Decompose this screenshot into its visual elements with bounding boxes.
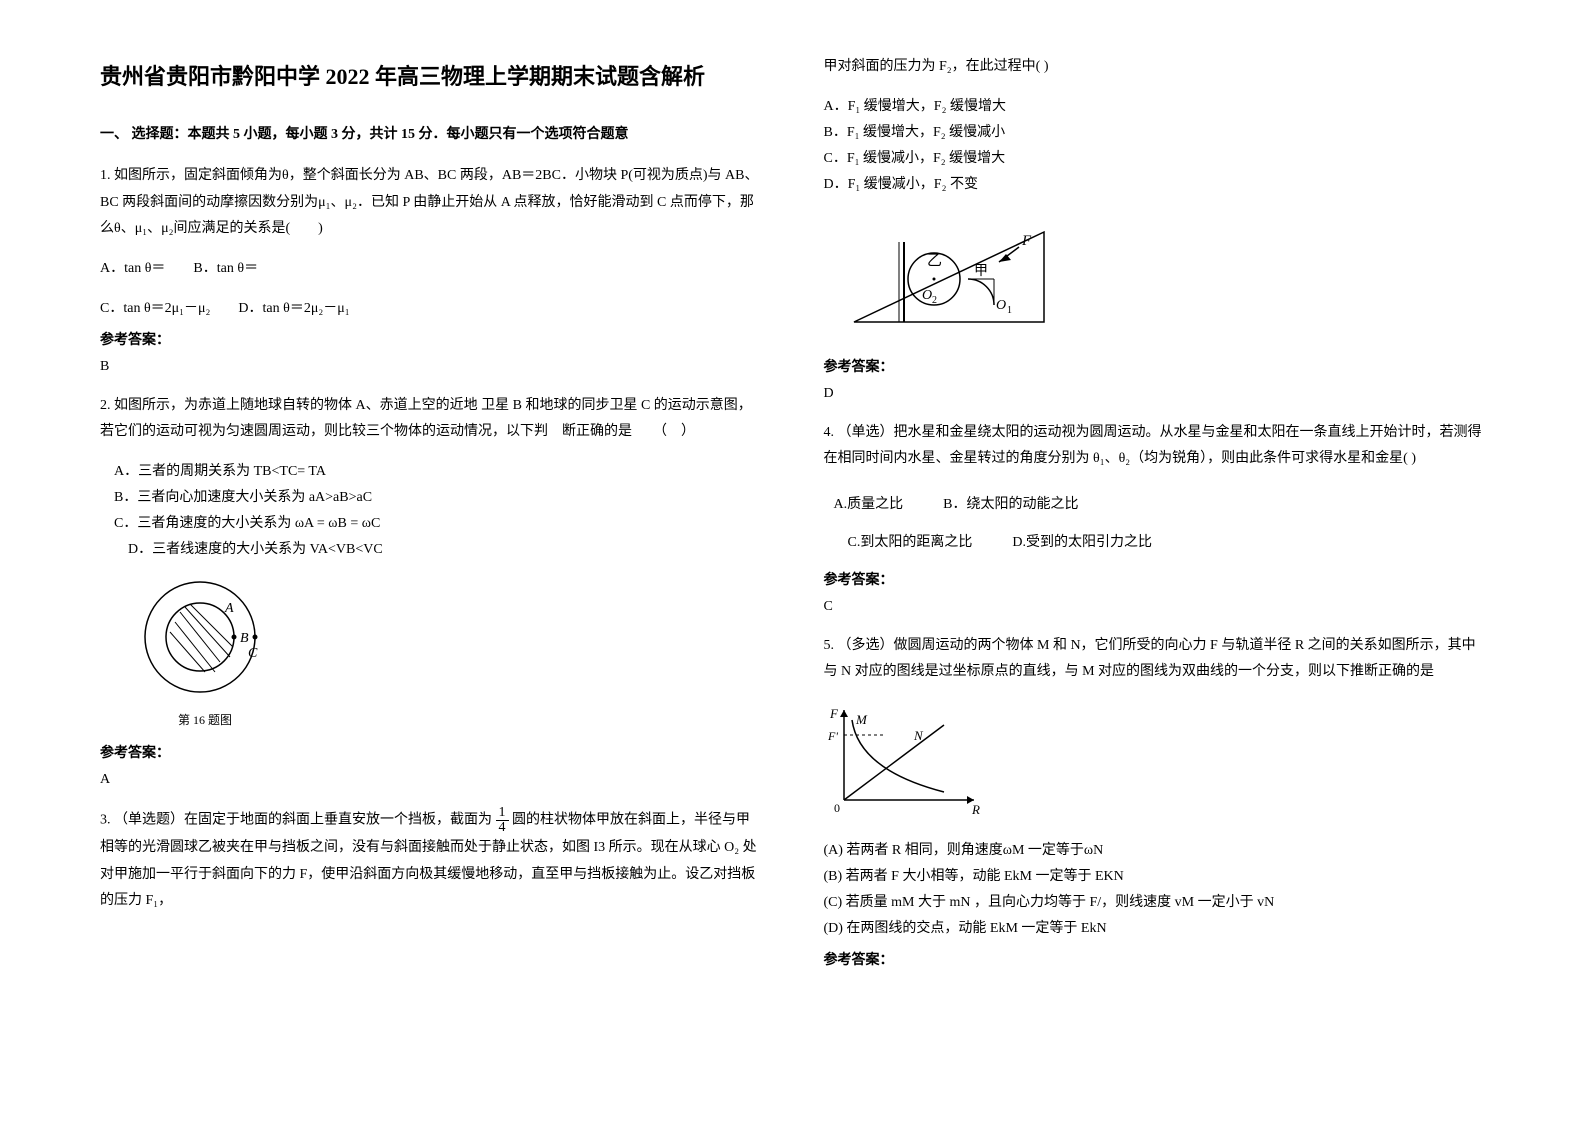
q4-answer-label: 参考答案： bbox=[824, 569, 1488, 589]
q1-row-cd: C．tan θ＝2μ₁－μ₂ D．tan θ＝2μ₂－μ₁ bbox=[100, 297, 764, 317]
svg-text:A: A bbox=[224, 601, 234, 616]
q1-options: A．tan θ＝ B．tan θ＝ C．tan θ＝2μ₁－μ₂ D．tan θ… bbox=[100, 257, 764, 317]
svg-text:M: M bbox=[855, 712, 868, 727]
q4-optA: A.质量之比 bbox=[824, 493, 904, 513]
svg-text:乙: 乙 bbox=[927, 253, 942, 269]
incline-ball-diagram: 乙 O 2 甲 O 1 F bbox=[844, 207, 1064, 337]
q3-fraction: 1 4 bbox=[496, 806, 509, 835]
svg-text:F: F bbox=[1021, 233, 1032, 249]
q5-stem: 5. （多选）做圆周运动的两个物体 M 和 N，它们所受的向心力 F 与轨道半径… bbox=[824, 633, 1488, 686]
q5-optA: (A) 若两者 R 相同，则角速度ωM 一定等于ωN bbox=[824, 839, 1488, 859]
q2-figure: A B C 第 16 题图 bbox=[130, 572, 764, 728]
q3-options: A．F₁ 缓慢增大，F₂ 缓慢增大 B．F₁ 缓慢增大，F₂ 缓慢减小 C．F₁… bbox=[824, 95, 1488, 193]
svg-text:F': F' bbox=[827, 729, 838, 743]
q2-optD: D．三者线速度的大小关系为 VA<VB<VC bbox=[114, 538, 764, 558]
question-5: 5. （多选）做圆周运动的两个物体 M 和 N，它们所受的向心力 F 与轨道半径… bbox=[824, 633, 1488, 686]
q1-answer-label: 参考答案： bbox=[100, 329, 764, 349]
svg-text:甲: 甲 bbox=[974, 264, 988, 279]
q4-optB: B．绕太阳的动能之比 bbox=[943, 493, 1078, 513]
f-r-graph: F R 0 M N F' bbox=[824, 700, 994, 820]
question-4: 4. （单选）把水星和金星绕太阳的运动视为圆周运动。从水星与金星和太阳在一条直线… bbox=[824, 420, 1488, 473]
q2-optC: C．三者角速度的大小关系为 ωA = ωB = ωC bbox=[114, 512, 764, 532]
svg-text:B: B bbox=[240, 631, 249, 646]
q3-optD: D．F₁ 缓慢减小，F₂ 不变 bbox=[824, 173, 1488, 193]
q5-optD: (D) 在两图线的交点，动能 EkM 一定等于 EkN bbox=[824, 917, 1488, 937]
q3-stem-right: 甲对斜面的压力为 F₂，在此过程中( ) bbox=[824, 54, 1488, 81]
question-2: 2. 如图所示，为赤道上随地球自转的物体 A、赤道上空的近地 卫星 B 和地球的… bbox=[100, 393, 764, 446]
q3-answer: D bbox=[824, 386, 1488, 402]
question-1: 1. 如图所示，固定斜面倾角为θ，整个斜面长分为 AB、BC 两段，AB＝2BC… bbox=[100, 163, 764, 243]
q3-answer-label: 参考答案： bbox=[824, 356, 1488, 376]
svg-text:C: C bbox=[248, 646, 258, 661]
q1-answer: B bbox=[100, 359, 764, 375]
svg-text:F: F bbox=[829, 706, 839, 721]
q2-answer-label: 参考答案： bbox=[100, 742, 764, 762]
svg-text:2: 2 bbox=[932, 295, 937, 306]
page-title: 贵州省贵阳市黔阳中学 2022 年高三物理上学期期末试题含解析 bbox=[100, 60, 764, 93]
question-3: 3. （单选题）在固定于地面的斜面上垂直安放一个挡板，截面为 1 4 圆的柱状物… bbox=[100, 806, 764, 915]
q5-optC: (C) 若质量 mM 大于 mN ，且向心力均等于 F/，则线速度 vM 一定小… bbox=[824, 891, 1488, 911]
q4-stem: 4. （单选）把水星和金星绕太阳的运动视为圆周运动。从水星与金星和太阳在一条直线… bbox=[824, 420, 1488, 473]
q2-optB: B．三者向心加速度大小关系为 aA>aB>aC bbox=[114, 486, 764, 506]
q2-stem: 2. 如图所示，为赤道上随地球自转的物体 A、赤道上空的近地 卫星 B 和地球的… bbox=[100, 393, 764, 446]
svg-text:O: O bbox=[996, 298, 1006, 313]
q3-stem-a: 3. （单选题）在固定于地面的斜面上垂直安放一个挡板，截面为 bbox=[100, 813, 496, 828]
q5-answer-label: 参考答案： bbox=[824, 949, 1488, 969]
svg-text:0: 0 bbox=[834, 801, 840, 815]
q1-row-ab: A．tan θ＝ B．tan θ＝ bbox=[100, 257, 764, 277]
q3-optA: A．F₁ 缓慢增大，F₂ 缓慢增大 bbox=[824, 95, 1488, 115]
q2-options: A．三者的周期关系为 TB<TC= TA B．三者向心加速度大小关系为 aA>a… bbox=[100, 460, 764, 558]
q2-figure-caption: 第 16 题图 bbox=[130, 711, 280, 728]
q2-optA: A．三者的周期关系为 TB<TC= TA bbox=[114, 460, 764, 480]
section-header: 一、 选择题：本题共 5 小题，每小题 3 分，共计 15 分．每小题只有一个选… bbox=[100, 123, 764, 143]
svg-text:N: N bbox=[913, 728, 924, 743]
q5-options: (A) 若两者 R 相同，则角速度ωM 一定等于ωN (B) 若两者 F 大小相… bbox=[824, 839, 1488, 937]
q2-answer: A bbox=[100, 772, 764, 788]
q1-stem: 1. 如图所示，固定斜面倾角为θ，整个斜面长分为 AB、BC 两段，AB＝2BC… bbox=[100, 163, 764, 243]
q4-options: A.质量之比 B．绕太阳的动能之比 C.到太阳的距离之比 D.受到的太阳引力之比 bbox=[824, 487, 1488, 557]
earth-orbit-diagram: A B C bbox=[130, 572, 280, 702]
q5-figure: F R 0 M N F' bbox=[824, 700, 1488, 825]
svg-text:R: R bbox=[971, 802, 980, 817]
q3-frac-num: 1 bbox=[496, 806, 509, 821]
q3-optC: C．F₁ 缓慢减小，F₂ 缓慢增大 bbox=[824, 147, 1488, 167]
svg-text:1: 1 bbox=[1007, 305, 1012, 316]
q3-figure: 乙 O 2 甲 O 1 F bbox=[844, 207, 1488, 342]
q4-answer: C bbox=[824, 599, 1488, 615]
q3-optB: B．F₁ 缓慢增大，F₂ 缓慢减小 bbox=[824, 121, 1488, 141]
q3-frac-den: 4 bbox=[496, 821, 509, 835]
q5-optB: (B) 若两者 F 大小相等，动能 EkM 一定等于 EKN bbox=[824, 865, 1488, 885]
q4-optC: C.到太阳的距离之比 bbox=[824, 531, 973, 551]
svg-text:O: O bbox=[922, 288, 932, 303]
q4-optD: D.受到的太阳引力之比 bbox=[1012, 531, 1152, 551]
